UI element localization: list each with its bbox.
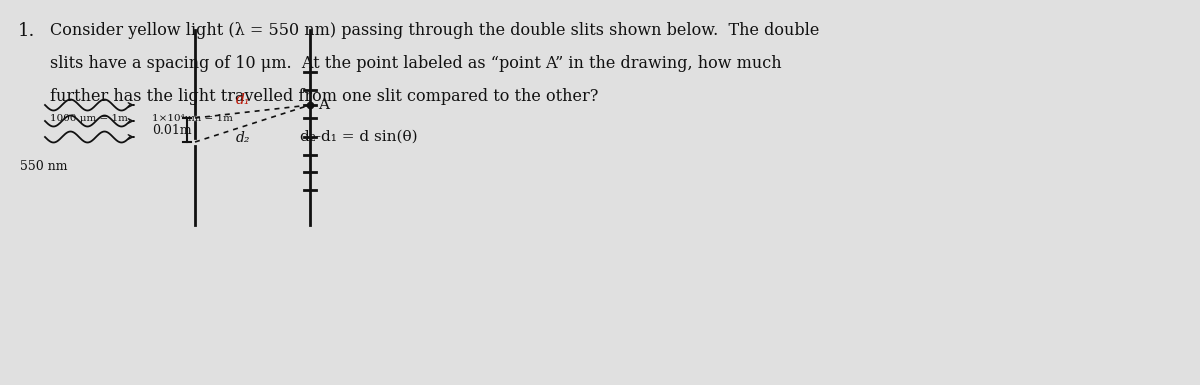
- Text: d₂: d₂: [235, 131, 250, 144]
- Text: d₁: d₁: [235, 92, 250, 107]
- Text: further has the light travelled from one slit compared to the other?: further has the light travelled from one…: [50, 88, 599, 105]
- Text: 550 nm: 550 nm: [20, 160, 67, 173]
- Text: Consider yellow light (λ = 550 nm) passing through the double slits shown below.: Consider yellow light (λ = 550 nm) passi…: [50, 22, 820, 39]
- Text: 0.01m: 0.01m: [152, 124, 192, 137]
- Text: 1000 μm = 1m: 1000 μm = 1m: [50, 114, 128, 123]
- Text: 1×10⁴μm = 1m: 1×10⁴μm = 1m: [152, 114, 233, 123]
- Text: 1.: 1.: [18, 22, 35, 40]
- Text: slits have a spacing of 10 μm.  At the point labeled as “point A” in the drawing: slits have a spacing of 10 μm. At the po…: [50, 55, 781, 72]
- Text: A: A: [318, 98, 329, 112]
- Text: d₂-d₁ = d sin(θ): d₂-d₁ = d sin(θ): [300, 130, 418, 144]
